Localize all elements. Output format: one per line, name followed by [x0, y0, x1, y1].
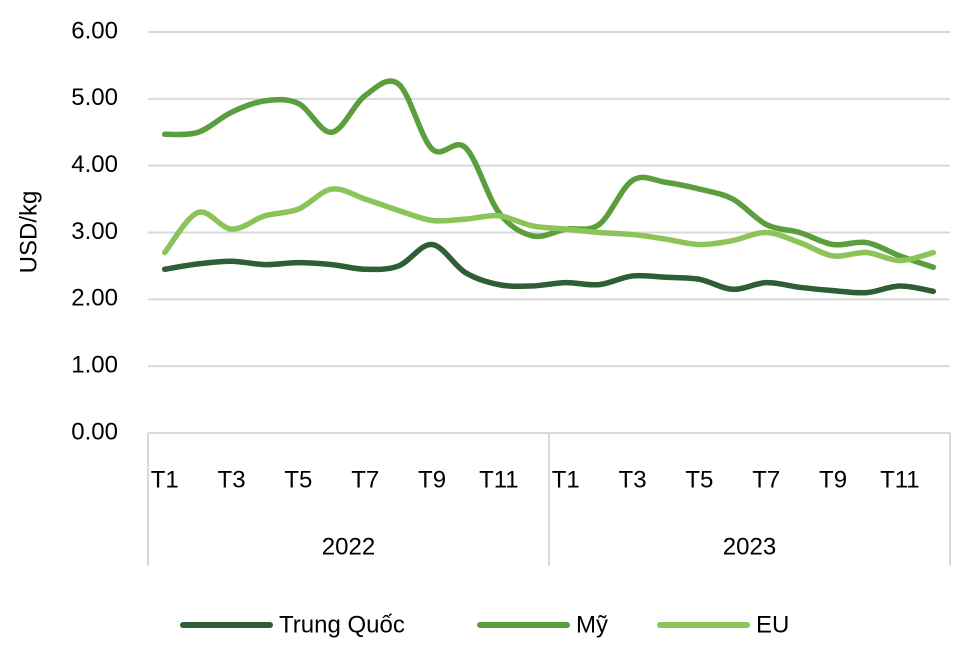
year-label: 2022 — [322, 533, 375, 560]
y-tick-label: 6.00 — [71, 17, 118, 44]
y-tick-label: 5.00 — [71, 84, 118, 111]
x-tick-label: T3 — [218, 466, 246, 493]
x-tick-label: T1 — [552, 466, 580, 493]
y-axis-label: USD/kg — [15, 191, 42, 274]
year-label: 2023 — [723, 533, 776, 560]
x-tick-label: T7 — [752, 466, 780, 493]
legend-label: EU — [756, 611, 789, 638]
x-tick-label: T5 — [284, 466, 312, 493]
x-tick-label: T3 — [619, 466, 647, 493]
y-tick-label: 0.00 — [71, 418, 118, 445]
legend-label: Mỹ — [576, 611, 608, 638]
series-line — [161, 186, 937, 264]
y-tick-label: 2.00 — [71, 285, 118, 312]
x-tick-label: T5 — [685, 466, 713, 493]
y-tick-label: 3.00 — [71, 218, 118, 245]
x-tick-label: T1 — [151, 466, 179, 493]
series-line — [161, 241, 937, 296]
legend-label: Trung Quốc — [279, 611, 405, 638]
x-tick-label: T7 — [351, 466, 379, 493]
x-tick-label: T11 — [880, 466, 920, 493]
y-tick-label: 1.00 — [71, 352, 118, 379]
y-tick-label: 4.00 — [71, 151, 118, 178]
x-tick-label: T9 — [819, 466, 847, 493]
x-tick-label: T11 — [479, 466, 519, 493]
series-line — [161, 78, 937, 271]
x-tick-label: T9 — [418, 466, 446, 493]
